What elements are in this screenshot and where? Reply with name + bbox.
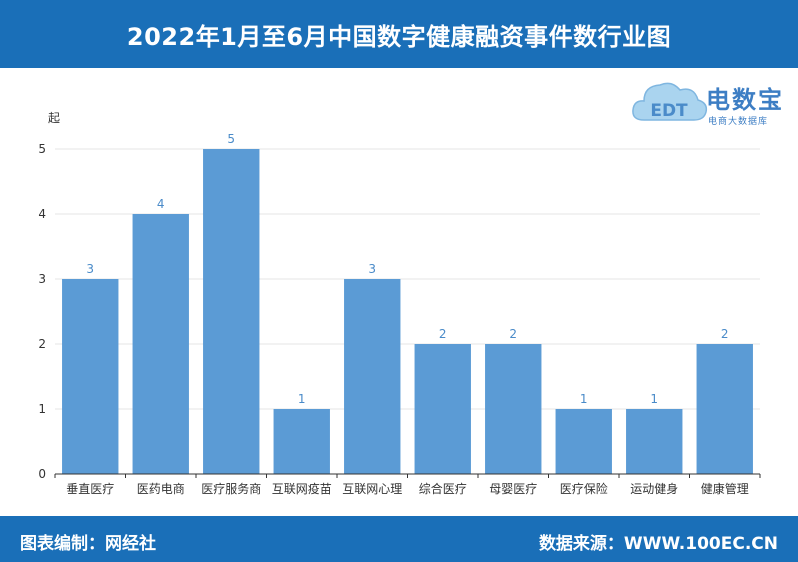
bar-chart: 起 0 1 2 3 4 5 3 4 5 1 3 2 2 1 1 2 垂直医疗 医药电商 医疗服务商 互联网疫苗 互联… — [38, 111, 761, 496]
bar — [273, 409, 330, 474]
value-label: 5 — [227, 132, 235, 146]
value-label: 2 — [509, 327, 517, 341]
category-label: 医疗服务商 — [201, 481, 261, 496]
y-tick-label: 5 — [38, 142, 46, 156]
logo: EDT 电数宝 电商大数据库 — [630, 74, 795, 136]
value-label: 1 — [298, 392, 306, 406]
cloud-logo-icon: EDT — [632, 82, 708, 121]
value-label: 4 — [157, 197, 165, 211]
y-tick-label: 0 — [38, 467, 46, 481]
category-label: 医药电商 — [137, 481, 185, 496]
logo-subtitle: 电商大数据库 — [708, 117, 769, 127]
y-tick-label: 1 — [38, 402, 46, 416]
category-labels: 垂直医疗 医药电商 医疗服务商 互联网疫苗 互联网心理 综合医疗 母婴医疗 医疗保险 运动健身 健… — [54, 474, 761, 496]
bar — [626, 409, 683, 474]
bar — [203, 149, 260, 474]
category-label: 互联网疫苗 — [272, 481, 332, 496]
value-label: 3 — [86, 262, 94, 276]
value-label: 1 — [650, 392, 658, 406]
bar — [555, 409, 612, 474]
bar — [414, 344, 471, 474]
category-label: 母婴医疗 — [489, 482, 537, 496]
bar — [132, 214, 189, 474]
category-label: 医疗保险 — [560, 481, 608, 496]
bar — [344, 279, 401, 474]
logo-brand: 电数宝 — [706, 86, 784, 114]
value-label: 3 — [368, 262, 376, 276]
header-bar: 2022年1月至6月中国数字健康融资事件数行业图 — [0, 0, 798, 68]
y-tick-label: 2 — [38, 337, 46, 351]
y-axis-unit: 起 — [48, 111, 60, 125]
category-label: 垂直医疗 — [66, 482, 114, 496]
value-labels: 3 4 5 1 3 2 2 1 1 2 — [86, 132, 728, 406]
logo-mark: EDT — [650, 101, 688, 121]
category-label: 健康管理 — [701, 481, 749, 496]
bars — [62, 149, 753, 474]
y-tick-label: 3 — [38, 272, 46, 286]
footer-bar: 图表编制：网经社 数据来源：WWW.100EC.CN — [0, 516, 798, 562]
bar — [696, 344, 753, 474]
category-label: 运动健身 — [630, 481, 678, 496]
category-label: 互联网心理 — [342, 482, 402, 496]
value-label: 2 — [721, 327, 729, 341]
footer-credit: 图表编制：网经社 — [20, 534, 156, 554]
value-label: 2 — [439, 327, 447, 341]
y-tick-label: 4 — [38, 207, 46, 221]
value-label: 1 — [580, 392, 588, 406]
chart-title: 2022年1月至6月中国数字健康融资事件数行业图 — [126, 22, 672, 51]
footer-source: 数据来源：WWW.100EC.CN — [538, 534, 778, 554]
y-tick-labels: 0 1 2 3 4 5 — [38, 142, 46, 481]
bar — [485, 344, 542, 474]
bar — [62, 279, 119, 474]
category-label: 综合医疗 — [419, 481, 467, 496]
